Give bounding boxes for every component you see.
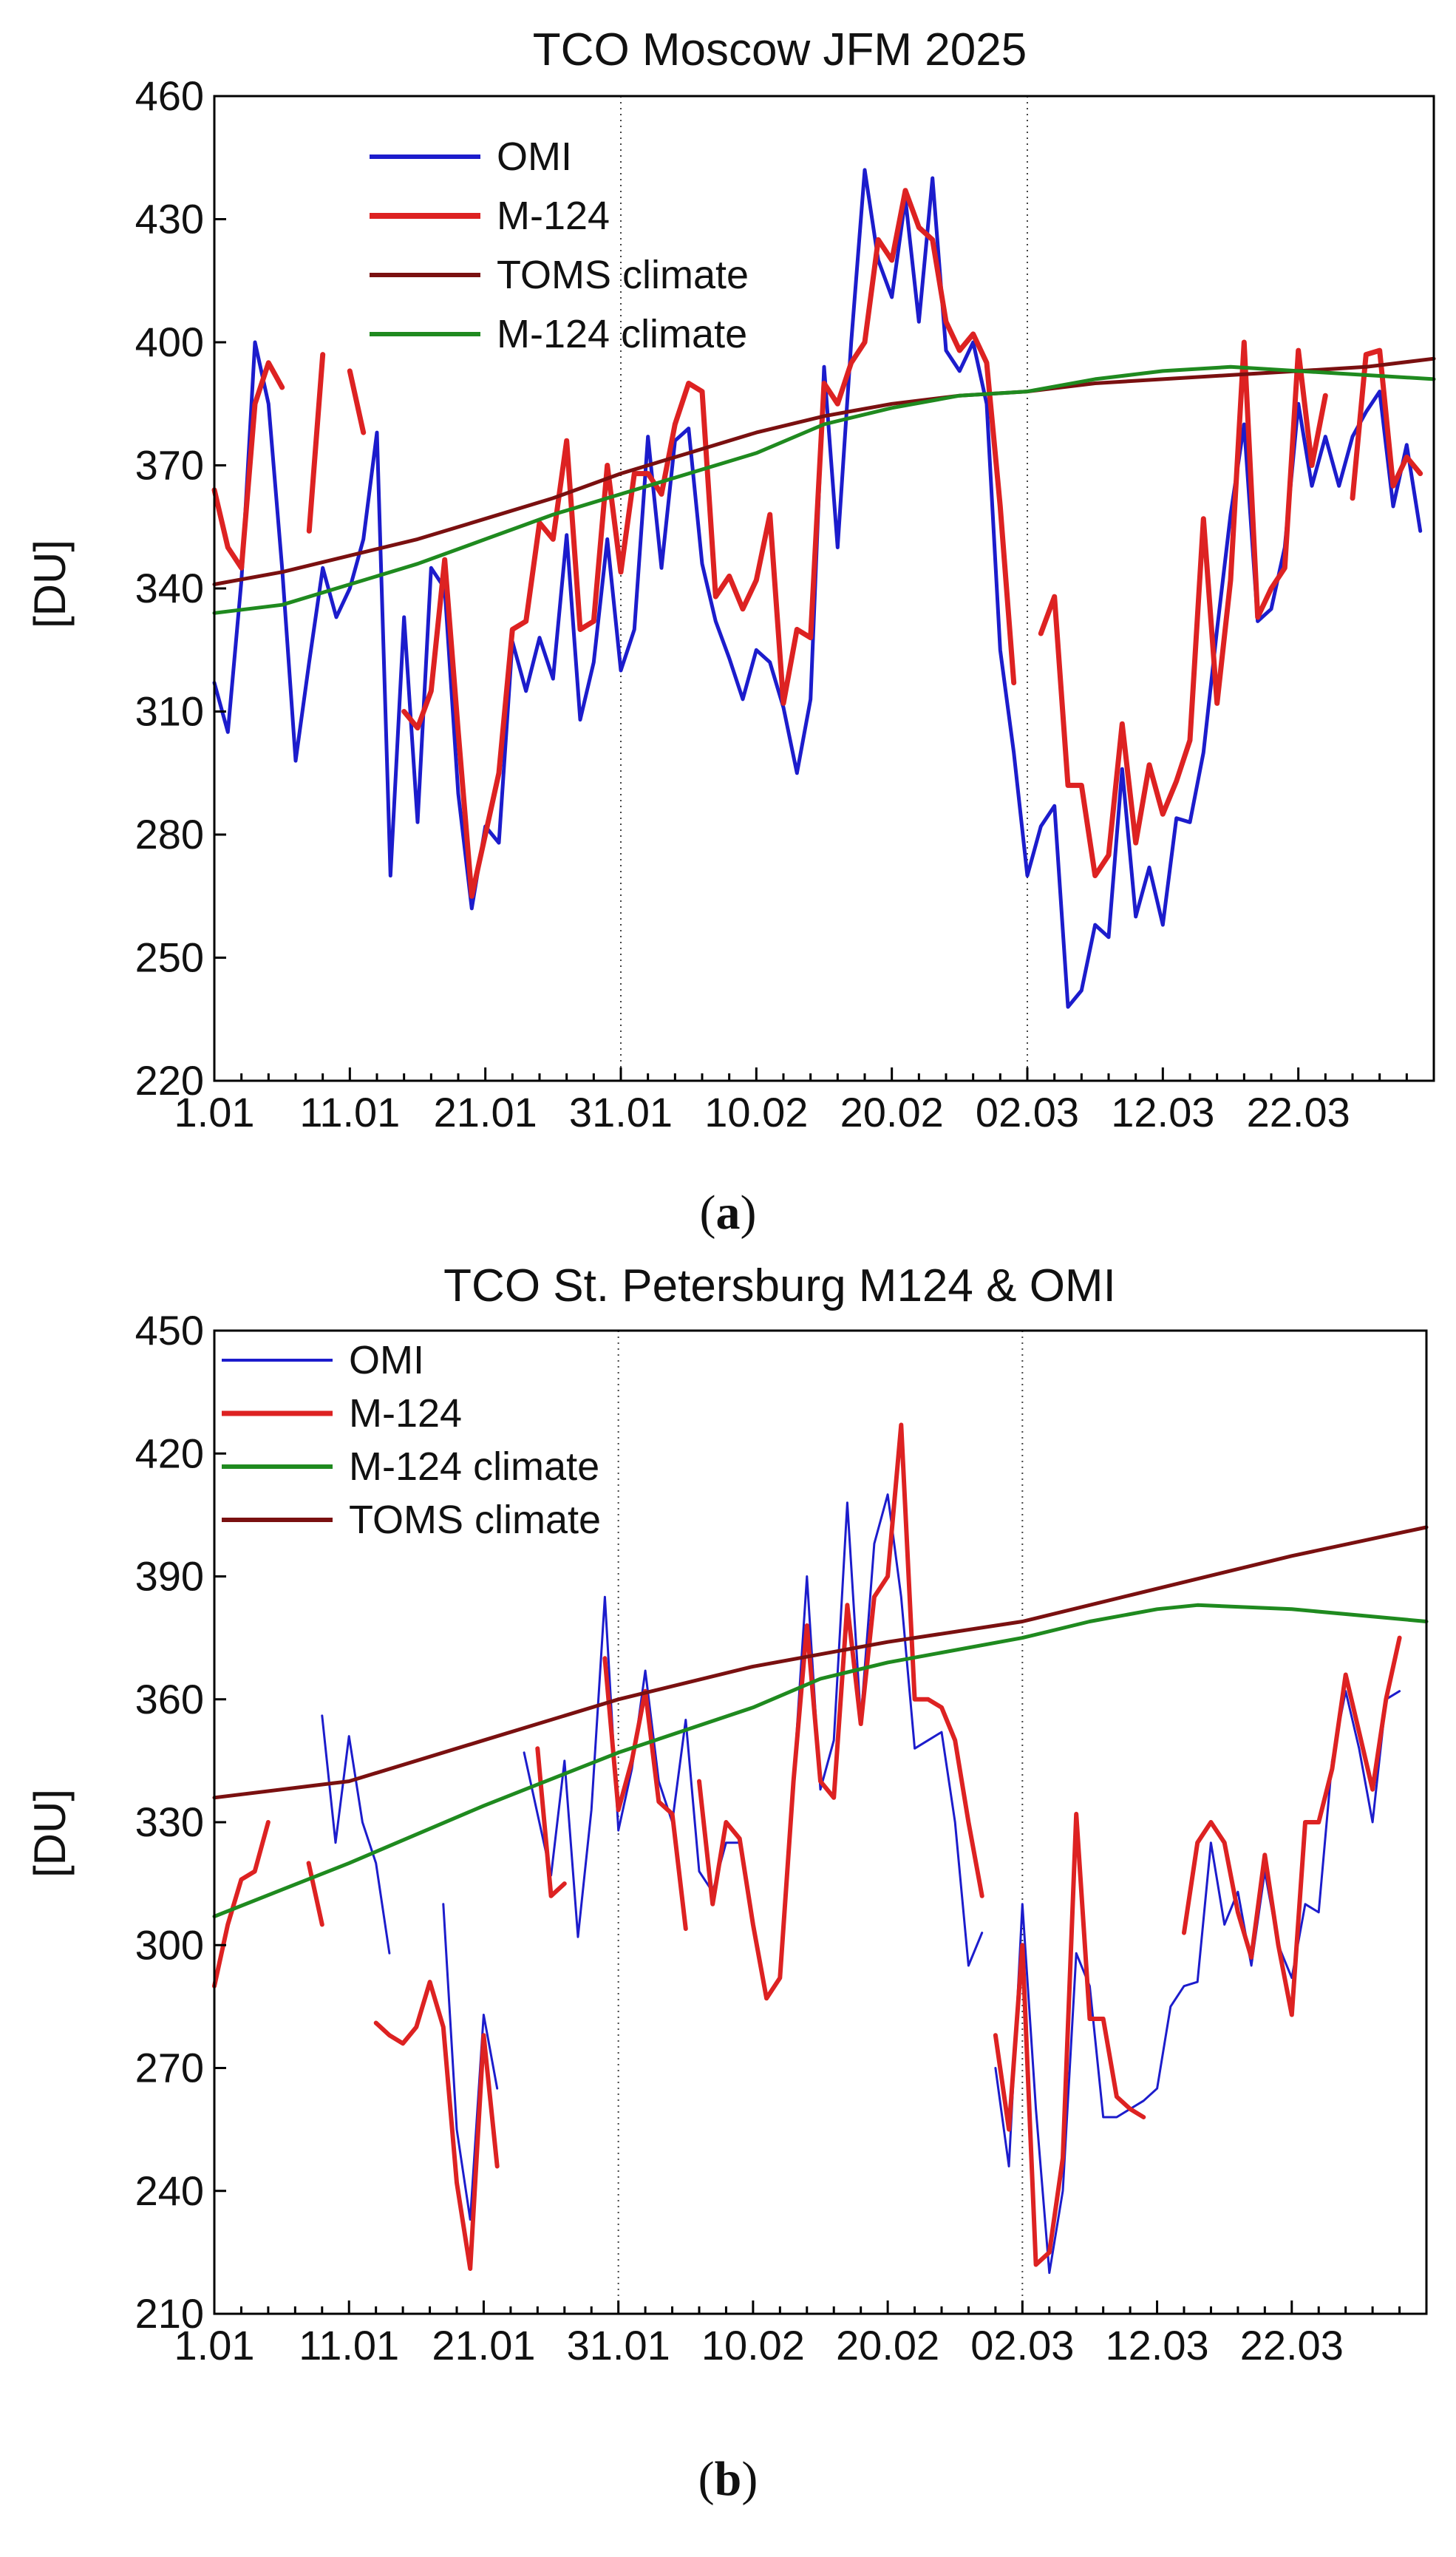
x-tick-label: 22.03 [1247,1089,1350,1135]
y-tick-label: 270 [135,2045,204,2091]
y-tick-label: 420 [135,1430,204,1476]
series-m-124-climate [212,364,1436,615]
series-m-124 [212,1422,1402,2271]
legend-label: OMI [349,1338,424,1382]
panel-label-a: (a) [700,1186,757,1240]
legend-label: M-124 [349,1391,462,1436]
legend-item-m-124: M-124 [370,194,610,238]
x-tick-label: 31.01 [569,1089,673,1135]
y-axis-ticks: 220 250 280 310 340 370 400 430 460 [135,72,226,1104]
y-tick-label: 450 [135,1307,204,1354]
x-axis-ticks: 1.01 11.01 21.01 31.01 10.02 20.02 02.03 12.03 2… [174,1067,1435,1135]
legend-label: TOMS climate [497,253,749,297]
legend-label: OMI [497,135,572,179]
x-tick-label: 1.01 [174,1089,255,1135]
legend-item-omi: OMI [222,1338,424,1382]
panel-label-b: (b) [698,2452,758,2506]
y-axis-label: [DU] [25,540,75,628]
x-tick-label: 21.01 [432,2322,535,2368]
y-tick-label: 240 [135,2167,204,2214]
x-tick-label: 12.03 [1105,2322,1208,2368]
series-m-124 [211,188,1423,899]
series-line-m-124 [993,1811,1146,2267]
legend-item-omi: OMI [370,135,572,179]
series-toms-climate [212,356,1436,586]
y-tick-label: 280 [135,811,204,858]
x-tick-label: 10.02 [704,1089,808,1135]
series-line-m-124 [697,1422,984,2001]
series-toms-climate [212,1525,1429,1800]
series-line-m-124 [211,360,285,571]
series-line-omi [442,1903,499,2221]
chart-moscow: TCO Moscow JFM 2025 [DU] 220 250 280 310 340… [25,24,1436,1240]
x-tick-label: 11.01 [299,2322,399,2368]
y-tick-label: 400 [135,319,204,365]
y-tick-label: 460 [135,72,204,119]
y-tick-label: 370 [135,442,204,489]
series-line-toms-climate [212,1525,1429,1800]
y-tick-label: 360 [135,1676,204,1722]
legend-label: M-124 climate [497,312,747,356]
chart-st-petersburg: TCO St. Petersburg M124 & OMI [DU] 210 24… [25,1260,1429,2506]
y-tick-label: 430 [135,196,204,242]
series-line-m-124 [1038,339,1328,878]
series-line-m-124 [401,188,1017,899]
series-line-toms-climate [212,356,1436,586]
y-tick-label: 340 [135,565,204,611]
x-tick-label: 02.03 [976,1089,1079,1135]
y-axis-label: [DU] [25,1789,75,1878]
legend-item-toms-climate: TOMS climate [370,253,749,297]
legend: OMI M-124 M-124 climate TOMS climate [222,1338,601,1542]
legend: OMI M-124 TOMS climate M-124 climate [370,135,749,356]
series-line-m-124 [347,368,367,435]
y-tick-label: 210 [135,2290,204,2337]
series-line-m-124 [373,1980,500,2271]
series-m-124-climate [212,1603,1429,1918]
y-tick-label: 330 [135,1799,204,1845]
series-line-m-124 [1350,347,1423,501]
x-tick-label: 21.01 [434,1089,537,1135]
y-tick-label: 390 [135,1553,204,1600]
series-line-m-124 [535,1746,567,1898]
series-line-m-124-climate [212,364,1436,615]
x-tick-label: 20.02 [836,2322,939,2368]
chart-title: TCO Moscow JFM 2025 [533,24,1027,75]
series-line-m-124 [306,352,326,534]
x-tick-label: 10.02 [701,2322,805,2368]
series-line-m-124 [1182,1635,1402,2017]
y-tick-label: 220 [135,1057,204,1104]
legend-item-m-124-climate: M-124 climate [222,1444,599,1489]
y-axis-ticks: 210 240 270 300 330 360 390 420 450 [135,1307,226,2337]
series-line-m-124-climate [212,1603,1429,1918]
legend-label: TOMS climate [349,1498,601,1542]
x-tick-label: 31.01 [567,2322,670,2368]
panel-label-letter: a [716,1186,741,1240]
y-tick-label: 250 [135,934,204,981]
x-tick-label: 22.03 [1240,2322,1344,2368]
legend-label: M-124 climate [349,1444,599,1489]
series-line-m-124 [306,1861,324,1927]
y-tick-label: 300 [135,1921,204,1968]
legend-item-toms-climate: TOMS climate [222,1498,601,1542]
legend-label: M-124 [497,194,610,238]
series-layer [211,168,1436,1009]
x-tick-label: 11.01 [299,1089,400,1135]
x-tick-label: 02.03 [970,2322,1074,2368]
x-tick-label: 12.03 [1111,1089,1214,1135]
x-axis-ticks: 1.01 11.01 21.01 31.01 10.02 20.02 02.03 12.03 2… [174,2300,1428,2368]
legend-item-m-124: M-124 [222,1391,462,1436]
panel-label-letter: b [715,2452,742,2506]
chart-title: TCO St. Petersburg M124 & OMI [443,1260,1116,1311]
vertical-gridlines [620,96,1028,1081]
y-tick-label: 310 [135,688,204,735]
x-tick-label: 20.02 [840,1089,944,1135]
x-tick-label: 1.01 [174,2322,255,2368]
series-layer [212,1422,1429,2275]
legend-item-m-124-climate: M-124 climate [370,312,747,356]
